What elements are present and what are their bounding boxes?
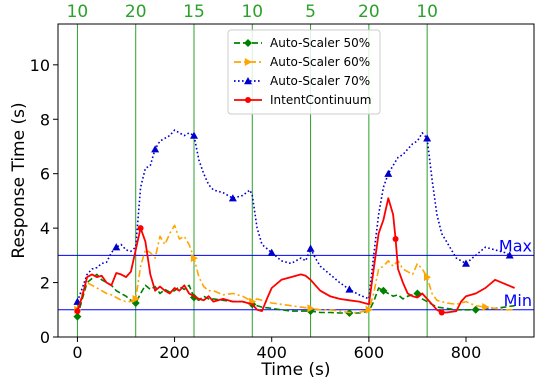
legend-marker-auto-scaler-70 xyxy=(244,77,252,85)
series-marker-auto-scaler-70 xyxy=(228,194,237,202)
series-marker-auto-scaler-70 xyxy=(462,259,470,267)
y-tick-label: 4 xyxy=(40,219,50,238)
series-marker-auto-scaler-50 xyxy=(73,312,82,321)
series-marker-auto-scaler-70 xyxy=(112,243,121,251)
legend-box xyxy=(227,29,381,115)
x-tick-label: 600 xyxy=(354,343,385,362)
y-tick-label: 0 xyxy=(40,328,50,347)
x-tick-label: 800 xyxy=(451,343,482,362)
phase-label: 5 xyxy=(305,2,316,22)
legend-marker-intentcontinuum xyxy=(245,97,251,103)
series-marker-intentcontinuum xyxy=(438,309,445,316)
legend-marker-auto-scaler-60 xyxy=(244,58,252,66)
legend-label-intentcontinuum: IntentContinuum xyxy=(270,93,371,107)
series-marker-auto-scaler-70 xyxy=(151,145,160,153)
phase-label: 20 xyxy=(358,2,380,22)
series-line-auto-scaler-60 xyxy=(76,224,515,314)
series-marker-auto-scaler-70 xyxy=(345,285,354,293)
series-line-intentcontinuum xyxy=(76,197,515,314)
series-marker-auto-scaler-60 xyxy=(365,305,373,314)
x-tick-label: 400 xyxy=(256,343,287,362)
y-tick-label: 10 xyxy=(30,56,50,75)
series-marker-auto-scaler-60 xyxy=(307,304,315,313)
threshold-label-min: Min xyxy=(504,291,532,310)
series-marker-auto-scaler-70 xyxy=(267,248,276,256)
y-tick-label: 8 xyxy=(40,110,50,129)
legend-label-auto-scaler-70: Auto-Scaler 70% xyxy=(270,74,370,88)
series-marker-auto-scaler-60 xyxy=(423,273,432,282)
x-axis-label: Time (s) xyxy=(260,360,330,380)
series-marker-auto-scaler-70 xyxy=(190,131,198,139)
series-marker-intentcontinuum xyxy=(74,308,81,315)
phase-label: 20 xyxy=(125,2,147,22)
series-marker-intentcontinuum xyxy=(137,225,144,232)
y-tick-label: 2 xyxy=(40,274,50,293)
series-marker-intentcontinuum xyxy=(392,236,399,243)
series-marker-auto-scaler-70 xyxy=(384,169,393,177)
legend: Auto-Scaler 50% Auto-Scaler 60% Auto-Scale… xyxy=(227,29,381,115)
plot-frame xyxy=(57,23,535,338)
series-layer xyxy=(73,129,515,321)
series-marker-auto-scaler-60 xyxy=(132,294,140,303)
series-marker-auto-scaler-70 xyxy=(306,244,315,252)
series-marker-auto-scaler-60 xyxy=(190,254,198,263)
series-marker-auto-scaler-50 xyxy=(471,305,480,314)
phase-label: 10 xyxy=(416,2,438,22)
phase-label: 10 xyxy=(67,2,89,22)
y-axis-label: Response Time (s) xyxy=(9,102,29,258)
series-marker-auto-scaler-50 xyxy=(379,286,388,295)
threshold-label-max: Max xyxy=(499,236,532,255)
legend-marker-auto-scaler-50 xyxy=(244,39,252,47)
phase-label: 10 xyxy=(241,2,263,22)
series-marker-auto-scaler-70 xyxy=(505,251,514,259)
series-line-auto-scaler-70 xyxy=(76,129,511,302)
axes-layer: 0 200 400 600 800 0 2 4 6 8 10 xyxy=(30,23,535,362)
series-marker-auto-scaler-60 xyxy=(482,303,490,312)
y-tick-label: 6 xyxy=(40,165,50,184)
legend-label-auto-scaler-60: Auto-Scaler 60% xyxy=(270,55,370,69)
x-tick-label: 0 xyxy=(72,343,82,362)
phase-label: 15 xyxy=(183,2,205,22)
series-marker-auto-scaler-70 xyxy=(423,134,432,142)
legend-label-auto-scaler-50: Auto-Scaler 50% xyxy=(270,36,370,50)
x-tick-label: 200 xyxy=(159,343,190,362)
